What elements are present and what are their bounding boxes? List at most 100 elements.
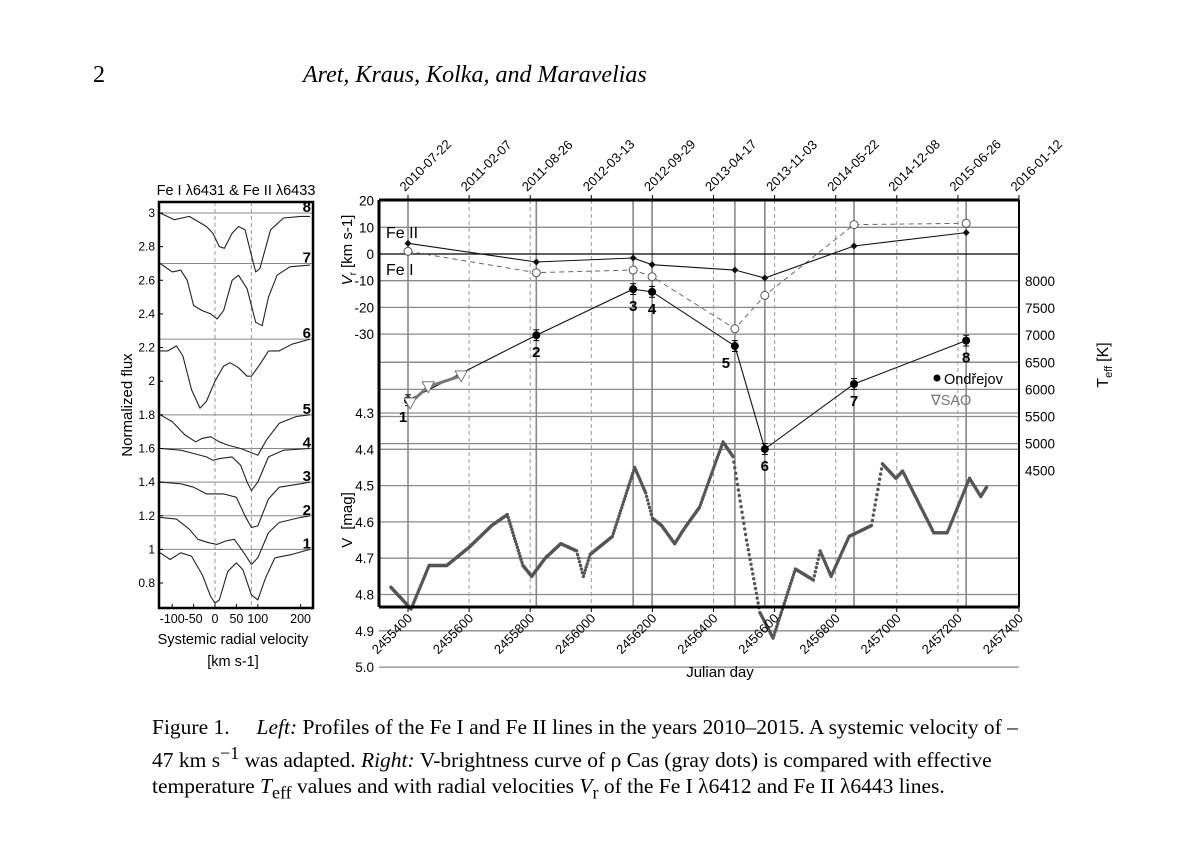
running-header-authors: Aret, Kraus, Kolka, and Maravelias	[303, 62, 647, 88]
fe1-label: Fe I	[386, 262, 414, 279]
vr-tick-label: -10	[354, 274, 374, 289]
lightcurve-point	[575, 552, 580, 557]
fe1-point	[647, 272, 657, 282]
lightcurve-point	[789, 581, 793, 586]
lightcurve-point	[782, 601, 786, 606]
top-date-label: 2011-02-07	[458, 137, 515, 194]
top-date-label: 2014-12-08	[885, 136, 943, 194]
y-tick-label: 0.8	[138, 576, 155, 590]
sao-point	[454, 370, 468, 383]
lightcurve-point	[507, 518, 511, 523]
caption-text-3: V-brightness curve of ρ Cas (gray dots) …	[152, 748, 992, 799]
lightcurve-point	[869, 523, 874, 528]
profile-label: 8	[303, 199, 311, 216]
top-date-label: 2012-09-29	[641, 136, 699, 194]
v-tick-label: 4.6	[355, 515, 374, 530]
lightcurve-point	[624, 491, 628, 495]
lightcurve-point	[756, 601, 760, 605]
caption-text-1: Profiles of the Fe I and Fe II lines in …	[152, 715, 1018, 773]
v-tick-label: 4.9	[355, 624, 374, 639]
top-date-label: 2015-06-26	[946, 136, 1004, 194]
lightcurve-point	[619, 508, 623, 513]
x-tick-label: 2456200	[613, 611, 659, 657]
lightcurve-point	[733, 466, 737, 470]
lightcurve-point	[510, 527, 514, 532]
lightcurve-point	[647, 505, 652, 510]
lightcurve-point	[879, 467, 884, 471]
lightcurve-point	[874, 498, 878, 502]
lightcurve-point	[784, 596, 788, 600]
fe2-point	[532, 258, 540, 266]
lightcurve-point	[515, 545, 520, 550]
profile-label: 5	[303, 401, 311, 418]
right-panel-lightcurve: 1 2 3 4 5 6 7 8 20 10 0 -10 -20 -30 4.3 4.4 4.5 4.6 4.7 4.8…	[339, 136, 1115, 681]
lightcurve-point	[737, 493, 741, 498]
v-tick-label: 4.3	[355, 406, 374, 421]
lightcurve-point	[734, 477, 739, 481]
epoch-label: 1	[399, 409, 407, 426]
y-tick-label: 2.6	[138, 273, 155, 287]
y-tick-label: 2.8	[138, 240, 155, 254]
fe1-point	[849, 220, 859, 230]
x-tick-label: 100	[247, 612, 268, 626]
lightcurve-point	[878, 477, 882, 481]
lightcurve-point	[738, 499, 742, 503]
lightcurve-point	[787, 587, 791, 591]
caption-left: Left:	[256, 715, 298, 739]
teff-line	[407, 288, 967, 450]
y-tick-label: 2.4	[138, 307, 155, 321]
left-panel-frame	[157, 200, 315, 610]
lightcurve-point	[775, 624, 779, 629]
lightcurve-point	[984, 485, 989, 489]
lightcurve-point	[786, 590, 790, 594]
epoch-label: 4	[648, 301, 657, 318]
lightcurve-point	[773, 630, 777, 634]
lightcurve-point	[747, 552, 751, 557]
lightcurve-point	[870, 518, 875, 523]
lightcurve-point	[744, 538, 749, 542]
v-tick-label: 5.0	[355, 660, 374, 675]
lightcurve-point	[749, 562, 753, 566]
v-tick-label: 4.5	[355, 479, 374, 494]
x-tick-label: 2457000	[858, 611, 904, 657]
lightcurve-point	[512, 536, 517, 541]
lightcurve-point	[646, 502, 651, 506]
caption-teff: T	[260, 774, 273, 799]
lightcurve-point	[872, 508, 876, 512]
lightcurve-point	[623, 494, 628, 498]
profile-label: 3	[303, 468, 311, 485]
teff-point-ondrejov	[532, 331, 541, 340]
v-tick-label: 4.8	[355, 588, 374, 603]
y-tick-label: 1.6	[138, 441, 155, 455]
lightcurve-point	[873, 503, 877, 507]
fe1-point	[760, 290, 770, 300]
lightcurve-point	[790, 578, 794, 583]
caption-teff-sub: eff	[272, 782, 292, 803]
teff-tick-label: 7000	[1025, 328, 1055, 343]
lightcurve-point	[743, 527, 747, 531]
x-axis-unit: [km s-1]	[207, 654, 259, 670]
profile-line-6	[160, 338, 311, 409]
lightcurve-point	[752, 581, 757, 586]
profile-label: 2	[303, 502, 311, 519]
teff-axis-label: Teff [K]	[1095, 342, 1115, 387]
epoch-label: 5	[722, 355, 730, 372]
lightcurve-point	[713, 463, 717, 467]
lightcurve-point	[735, 482, 740, 487]
lightcurve-point	[792, 570, 797, 574]
teff-point-ondrejov	[629, 285, 638, 294]
y-tick-label: 1.4	[138, 475, 155, 489]
lightcurve-point	[509, 524, 513, 529]
lightcurve-point	[753, 586, 758, 591]
lightcurve-point	[576, 556, 581, 560]
profile-label: 4	[303, 434, 312, 451]
lightcurve-point	[577, 560, 582, 564]
lightcurve-point	[621, 500, 626, 504]
profile-line-1	[159, 548, 311, 604]
lightcurve-point	[774, 627, 778, 632]
teff-tick-label: 4500	[1025, 464, 1055, 479]
x-tick-label: 2456400	[674, 611, 720, 657]
lightcurve-point	[616, 517, 620, 521]
lightcurve-point	[777, 616, 782, 620]
lightcurve-point	[779, 610, 784, 614]
